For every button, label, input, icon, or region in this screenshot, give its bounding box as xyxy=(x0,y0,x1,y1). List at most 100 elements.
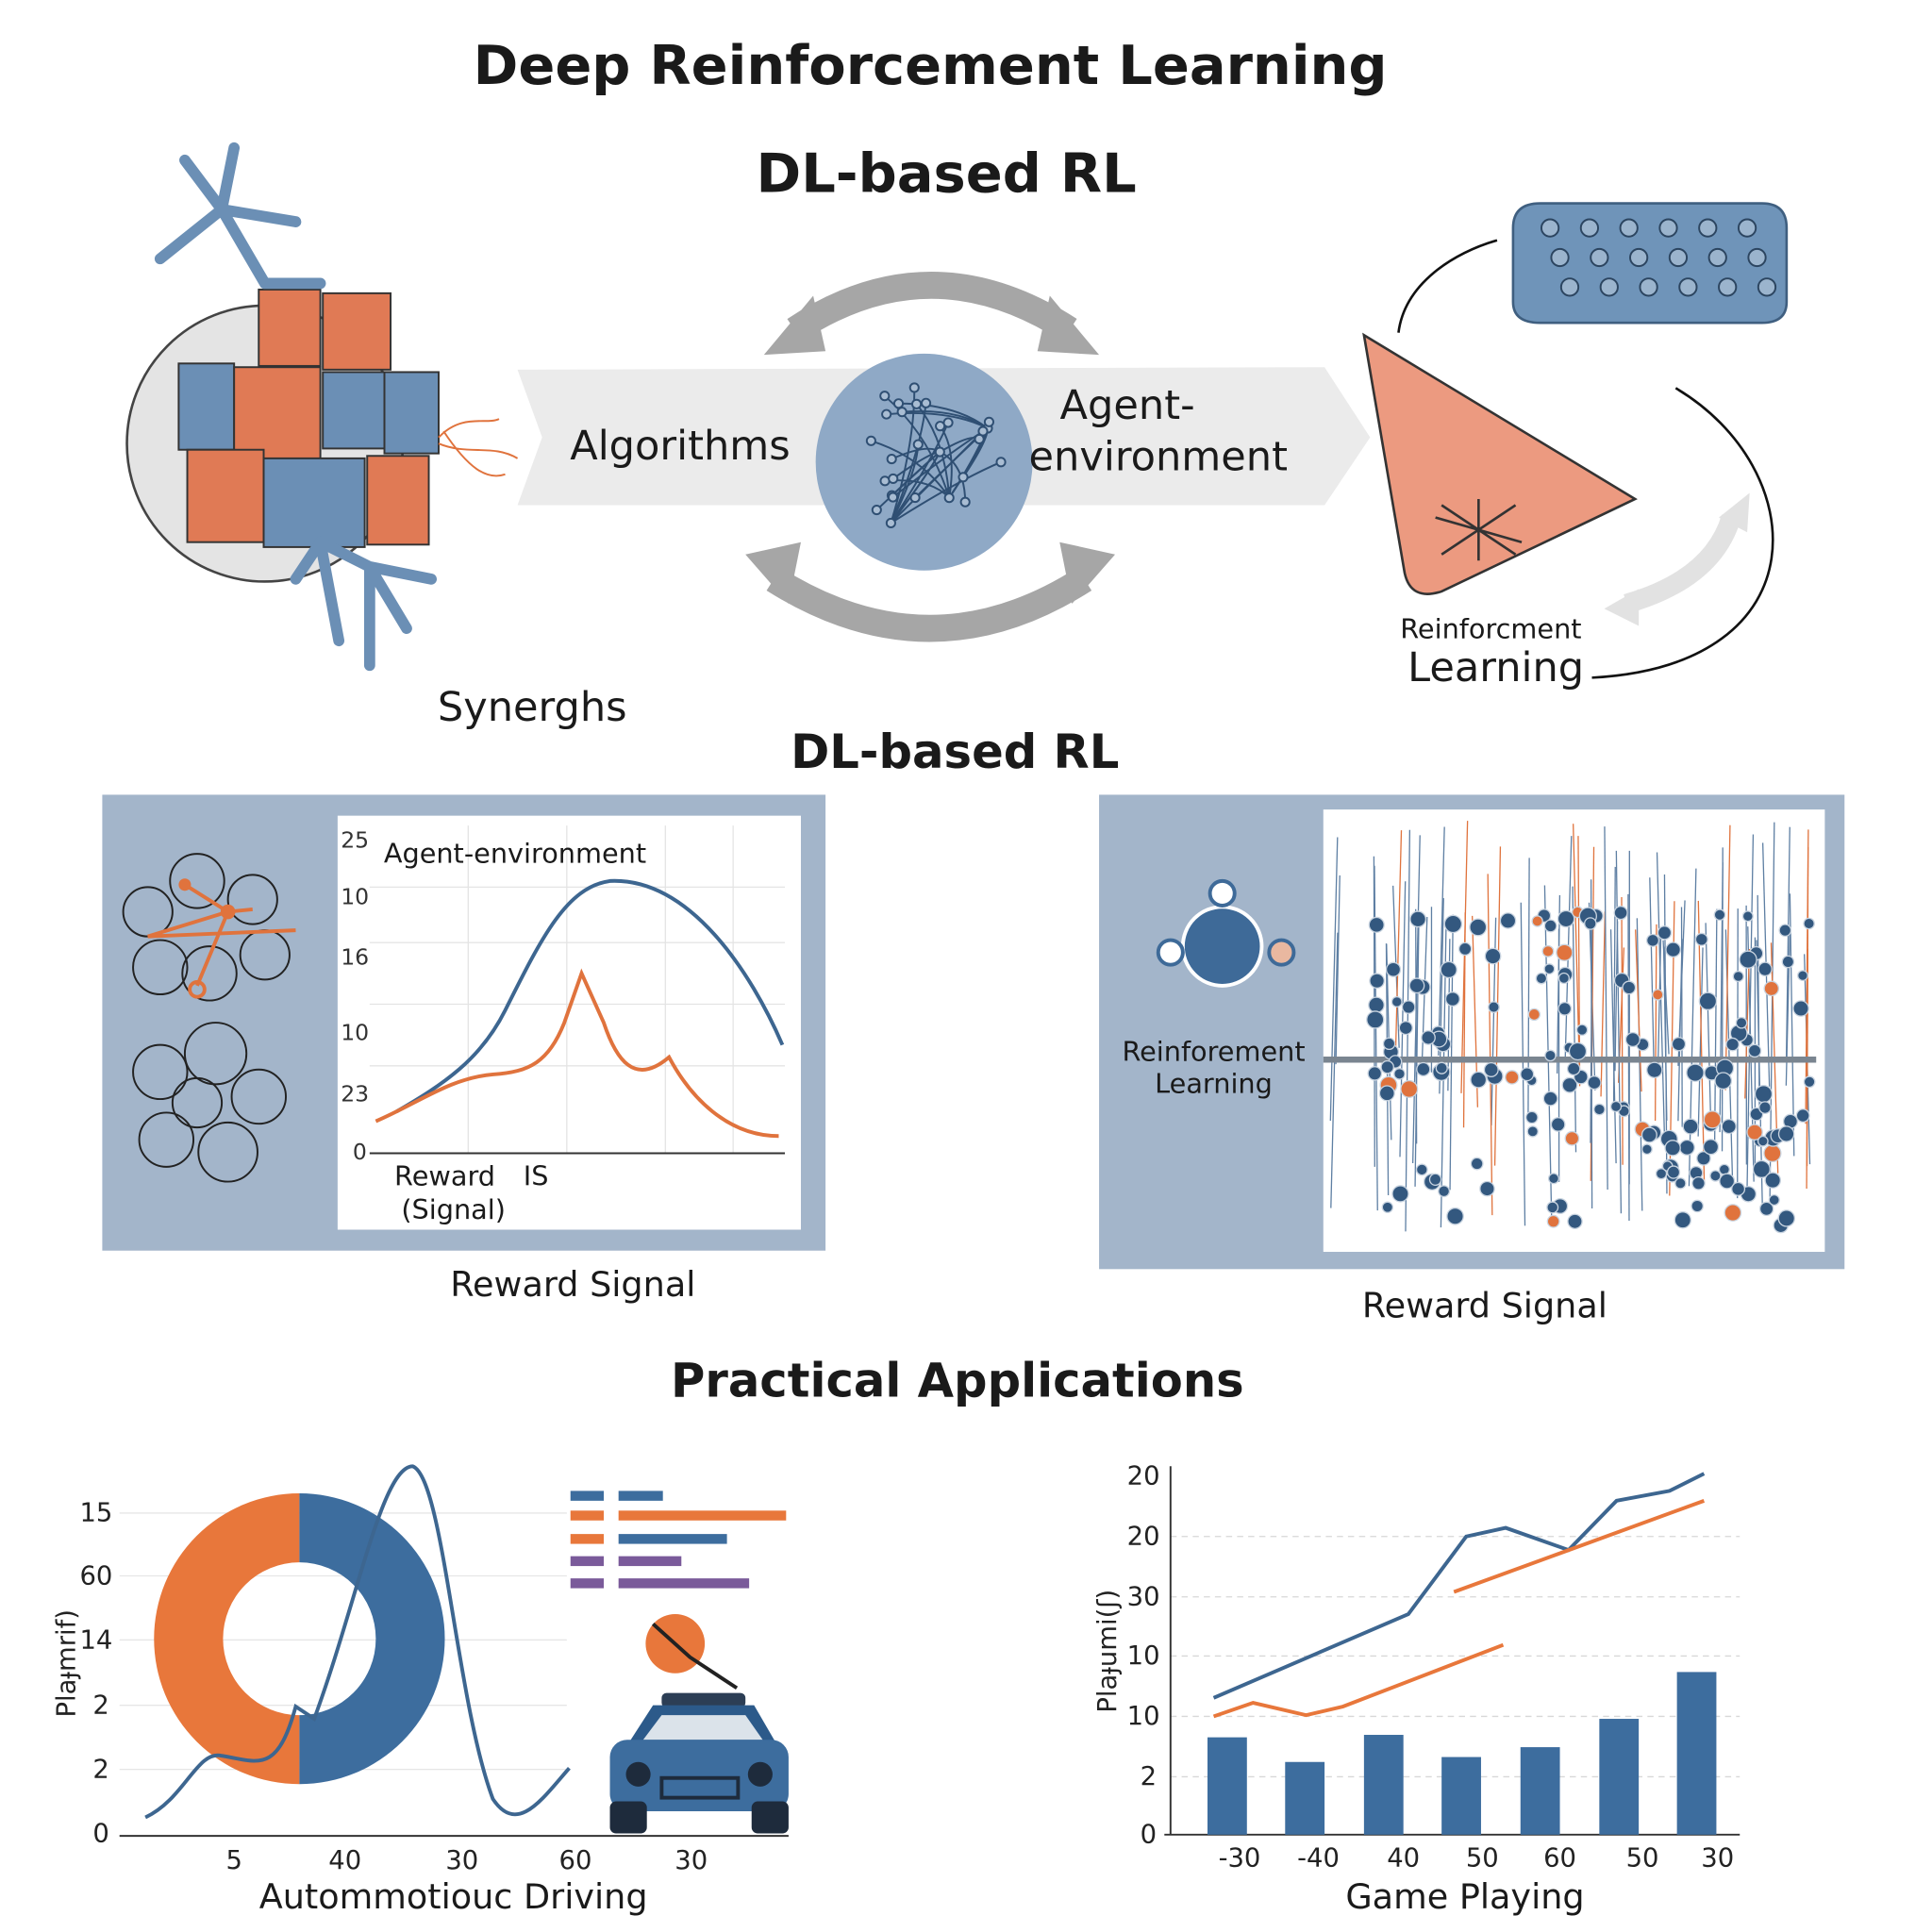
car-wheel xyxy=(751,1801,789,1834)
dot xyxy=(1435,1061,1448,1074)
x-label: IS xyxy=(524,1160,549,1192)
node xyxy=(974,433,985,445)
orange-line xyxy=(1212,1642,1505,1719)
dot xyxy=(1709,1170,1722,1182)
spike xyxy=(1600,911,1607,1097)
bar xyxy=(1363,1735,1404,1835)
ring xyxy=(138,1111,195,1168)
dot xyxy=(1566,1061,1581,1076)
dot xyxy=(1366,1010,1385,1029)
dot xyxy=(1674,1177,1687,1190)
dot xyxy=(1575,1024,1589,1036)
agent-label: environment xyxy=(1029,434,1288,481)
dot xyxy=(1696,1151,1711,1166)
donut-segment xyxy=(154,1493,300,1785)
dot xyxy=(1367,1066,1383,1081)
title: Deep Reinforcement Learning xyxy=(474,34,1388,97)
dot xyxy=(1763,980,1780,997)
dot xyxy=(1368,916,1385,933)
dot xyxy=(1747,1043,1762,1058)
slab-nodes xyxy=(1540,218,1777,297)
y-tick-label: 20 xyxy=(1127,1523,1160,1552)
dot xyxy=(1546,1214,1560,1228)
dot xyxy=(1415,1163,1428,1176)
dot xyxy=(1678,1139,1695,1156)
subtitle: DL-based RL xyxy=(757,142,1137,206)
dot xyxy=(1381,1201,1394,1213)
y-tick-label: 15 xyxy=(79,1499,112,1528)
rl-label: Learning xyxy=(1407,644,1584,691)
dot xyxy=(1483,1061,1499,1077)
dot xyxy=(1409,910,1426,928)
slab-node xyxy=(1698,218,1718,238)
node xyxy=(892,398,905,409)
cycle-arrow-top xyxy=(787,272,1077,342)
spike xyxy=(1785,826,1790,1062)
edge xyxy=(890,422,949,525)
spike xyxy=(1329,837,1339,1122)
ring xyxy=(132,1043,189,1101)
dot xyxy=(1758,1101,1772,1114)
grid xyxy=(1170,1536,1740,1778)
spike xyxy=(1680,907,1683,1127)
dot xyxy=(1666,1165,1681,1179)
node xyxy=(881,408,892,420)
dot xyxy=(1724,1204,1742,1222)
cube xyxy=(366,455,430,546)
y-tick-label: 10 xyxy=(1127,1702,1160,1731)
node xyxy=(879,391,891,402)
car-light xyxy=(747,1761,773,1787)
neuron xyxy=(154,142,438,672)
edge xyxy=(890,460,1002,525)
network-graph xyxy=(865,382,1007,529)
slab-node xyxy=(1707,247,1727,268)
x-tick-label: 5 xyxy=(225,1846,242,1875)
dot xyxy=(1391,1185,1409,1203)
spike xyxy=(1721,847,1724,1152)
dot xyxy=(1641,1126,1657,1143)
spike xyxy=(1487,874,1493,1216)
dot xyxy=(1544,1049,1557,1062)
dot xyxy=(1469,918,1488,937)
slab-node xyxy=(1757,277,1777,297)
dendrite xyxy=(154,142,326,290)
orange-line xyxy=(1453,1499,1706,1594)
dot xyxy=(1713,908,1726,922)
spike xyxy=(1590,921,1593,1143)
dot xyxy=(1416,1061,1431,1077)
spike xyxy=(1757,894,1760,1113)
spike xyxy=(1449,914,1454,1191)
car xyxy=(609,1692,789,1834)
car-roof xyxy=(661,1692,746,1708)
dot xyxy=(1391,995,1403,1008)
spike xyxy=(1330,932,1339,1208)
legend-bar xyxy=(618,1510,787,1521)
dot xyxy=(1655,1168,1668,1180)
dot xyxy=(1393,1068,1406,1080)
dot xyxy=(1541,944,1555,958)
dot xyxy=(1746,1124,1763,1141)
dot xyxy=(1520,1067,1535,1082)
spike xyxy=(1399,881,1407,1158)
dot xyxy=(1531,915,1543,927)
y-tick-label: 14 xyxy=(79,1625,112,1655)
dot xyxy=(1741,910,1754,923)
agent-globe xyxy=(1180,905,1264,988)
y-tick-label: 2 xyxy=(92,1755,108,1784)
car-body xyxy=(609,1740,789,1811)
spike xyxy=(1609,929,1617,1164)
chart-grid xyxy=(369,825,785,1154)
caption: Reward Signal xyxy=(1362,1285,1607,1325)
dot xyxy=(1698,991,1718,1010)
spike xyxy=(1621,896,1624,1165)
slab xyxy=(1511,202,1789,325)
fiber xyxy=(438,418,519,477)
chart-label: Agent-environment xyxy=(384,837,646,869)
dot xyxy=(1499,912,1517,929)
dot xyxy=(1763,1143,1782,1163)
dot xyxy=(1778,924,1792,938)
y-tick-label: 10 xyxy=(341,1019,369,1045)
y-axis-label: Plaɟumi(ʃ) xyxy=(1093,1590,1123,1713)
feedback-arrow xyxy=(1624,514,1741,614)
